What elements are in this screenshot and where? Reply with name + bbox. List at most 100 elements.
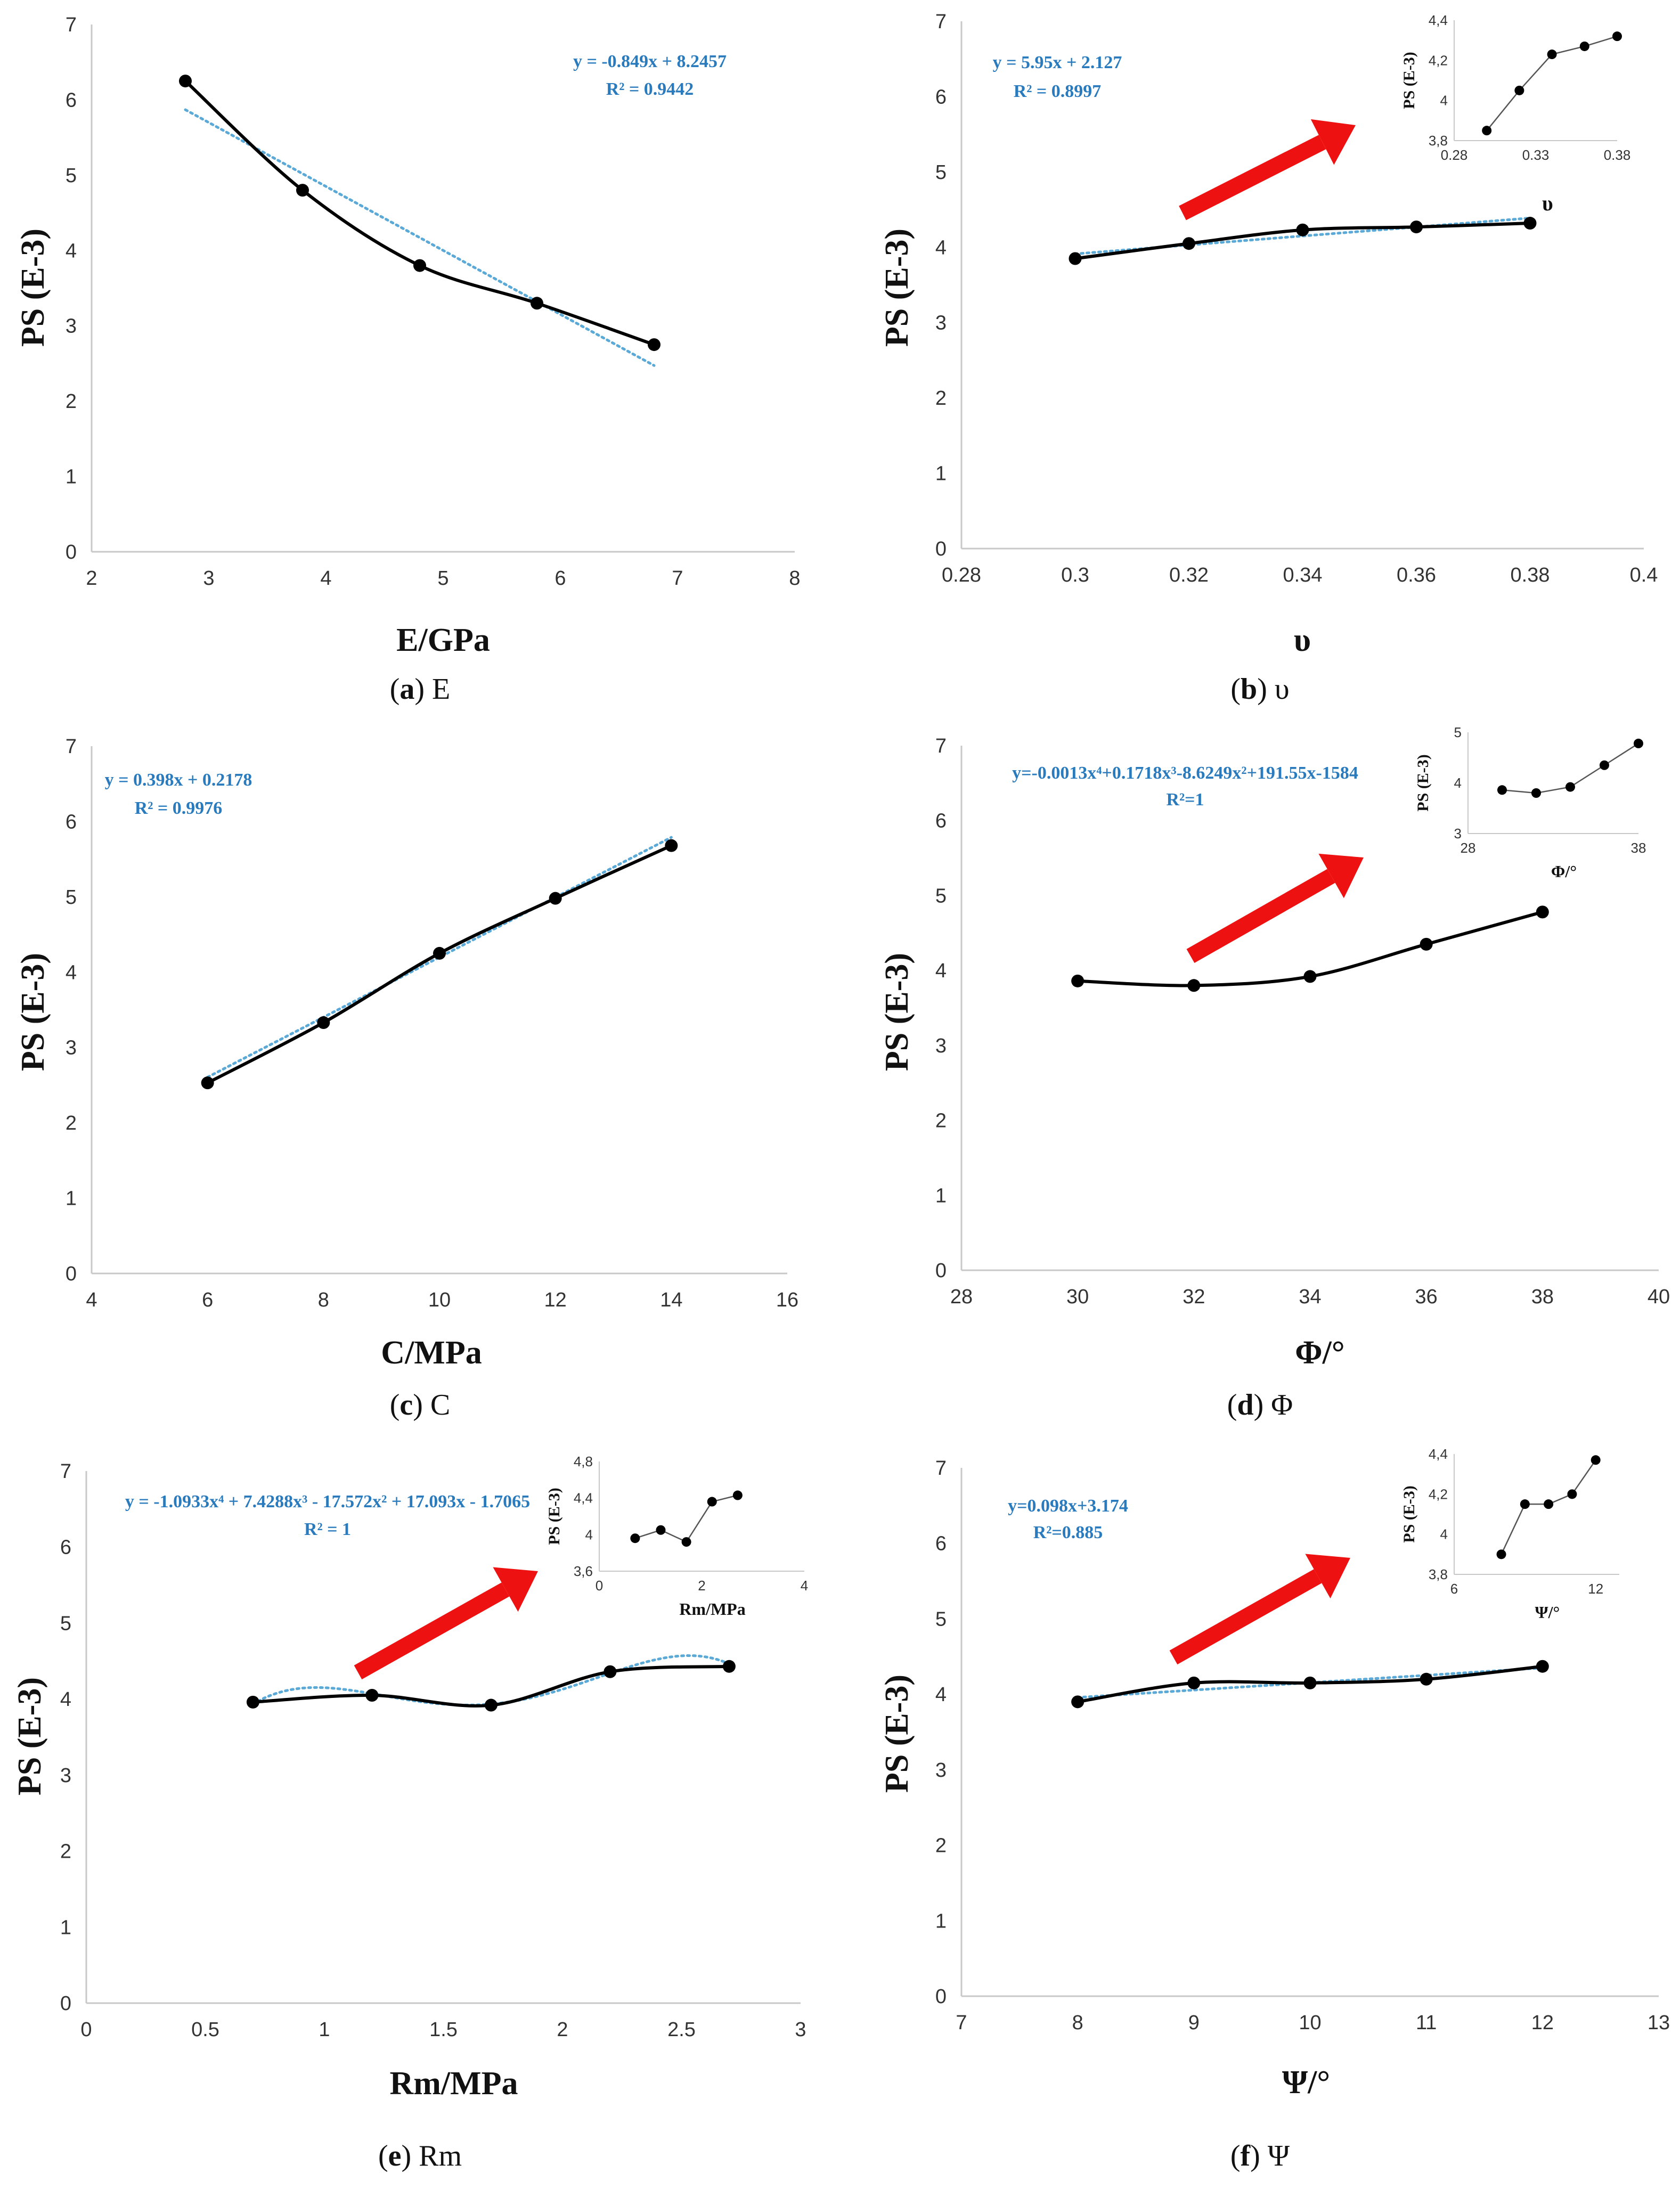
inset-data-point xyxy=(1520,1499,1530,1509)
x-tick-label: 28 xyxy=(950,1286,973,1308)
y-tick-label: 2 xyxy=(935,387,947,410)
data-point xyxy=(1071,974,1084,987)
data-point xyxy=(484,1698,498,1712)
inset-y-axis-title: PS (E-3) xyxy=(1414,754,1432,812)
inset-data-point xyxy=(1612,31,1622,42)
arrow-head xyxy=(1310,119,1356,165)
inset-x-tick-label: 2 xyxy=(698,1578,705,1594)
data-point xyxy=(1523,217,1537,230)
inset-data-point xyxy=(1591,1455,1601,1465)
inset-data-point xyxy=(1544,1499,1554,1509)
y-tick-label: 6 xyxy=(935,810,947,832)
y-tick-label: 0 xyxy=(935,538,947,560)
y-tick-label: 0 xyxy=(66,1263,77,1285)
x-axis-title: υ xyxy=(1294,622,1311,658)
x-tick-label: 0.4 xyxy=(1630,564,1658,586)
caption-symbol: Ψ xyxy=(1267,2139,1290,2172)
y-tick-label: 1 xyxy=(66,466,77,488)
arrow-head xyxy=(1305,1554,1350,1599)
caption-symbol: υ xyxy=(1274,673,1290,706)
y-tick-label: 2 xyxy=(935,1110,947,1132)
y-axis-title: PS (E-3) xyxy=(15,228,51,347)
panel-caption-d: (d) Φ xyxy=(1227,1388,1293,1422)
data-point xyxy=(722,1660,736,1673)
trend-equation: y = -1.0933x⁴ + 7.4288x³ - 17.572x² + 17… xyxy=(125,1492,530,1512)
inset-y-tick-label: 4 xyxy=(1440,93,1448,109)
y-tick-label: 4 xyxy=(66,240,77,262)
x-tick-label: 12 xyxy=(544,1289,567,1311)
y-tick-label: 7 xyxy=(66,736,77,758)
x-tick-label: 9 xyxy=(1188,2012,1200,2034)
inset-data-point xyxy=(1567,1489,1577,1499)
inset-y-tick-label: 4,2 xyxy=(1429,52,1448,68)
data-point xyxy=(1296,223,1309,236)
y-tick-label: 3 xyxy=(60,1765,71,1787)
y-tick-label: 3 xyxy=(66,315,77,338)
y-tick-label: 4 xyxy=(935,1684,947,1706)
data-point xyxy=(433,946,446,960)
trend-r-squared: R² = 0.8997 xyxy=(1014,81,1102,101)
y-tick-label: 6 xyxy=(60,1537,71,1559)
inset-chart: 3,8 4 4,2 4,4 6 12 PS (E-3) Ψ/° xyxy=(1400,1446,1619,1622)
y-tick-label: 2 xyxy=(935,1835,947,1857)
trend-equation: y = 5.95x + 2.127 xyxy=(993,53,1122,72)
caption-symbol: Rm xyxy=(419,2139,462,2172)
data-point xyxy=(1303,970,1317,983)
data-point xyxy=(1536,1660,1549,1673)
x-tick-label: 5 xyxy=(437,567,448,590)
x-tick-label: 4 xyxy=(320,567,331,590)
inset-x-axis-title: Φ/° xyxy=(1551,862,1577,881)
x-tick-label: 0.34 xyxy=(1283,564,1323,586)
data-point xyxy=(1536,905,1549,919)
x-tick-label: 14 xyxy=(660,1289,682,1311)
y-tick-label: 7 xyxy=(935,1457,947,1480)
data-point xyxy=(1187,979,1201,992)
data-point xyxy=(1187,1676,1201,1689)
y-tick-label: 4 xyxy=(66,961,77,984)
inset-y-tick-label: 4 xyxy=(1454,775,1462,791)
data-point xyxy=(317,1016,330,1030)
chart-panel-b: 0 1 2 3 4 5 6 7 0.28 0.3 0.32 0.34 0.36 0.38 0.4 PS (E-… xyxy=(879,11,1658,658)
x-tick-label: 0.3 xyxy=(1061,564,1089,586)
x-tick-label: 2 xyxy=(86,567,97,590)
x-tick-label: 3 xyxy=(795,2019,806,2041)
inset-data-point xyxy=(1600,760,1609,770)
caption-letter: b xyxy=(1241,673,1258,706)
inset-chart: 3,6 4 4,4 4,8 0 2 4 PS (E-3) Rm/MPa xyxy=(545,1453,808,1619)
y-tick-label: 0 xyxy=(935,1260,947,1282)
inset-data-point xyxy=(1482,126,1492,136)
caption-letter: a xyxy=(399,673,415,706)
x-tick-label: 10 xyxy=(1299,2012,1321,2034)
inset-x-axis-title: Ψ/° xyxy=(1535,1603,1560,1622)
inset-data-point xyxy=(732,1490,743,1500)
data-point xyxy=(365,1689,379,1702)
arrow-shaft xyxy=(354,1582,510,1680)
inset-data-point xyxy=(1547,50,1557,60)
trendline xyxy=(1076,1667,1544,1699)
y-axis-title: PS (E-3) xyxy=(879,953,915,1071)
inset-y-tick-label: 3 xyxy=(1454,826,1462,842)
inset-y-tick-label: 4,4 xyxy=(574,1490,593,1506)
y-tick-label: 5 xyxy=(60,1612,71,1635)
inset-y-tick-label: 4 xyxy=(1440,1526,1448,1542)
y-tick-label: 3 xyxy=(935,1035,947,1057)
data-point xyxy=(648,338,660,352)
y-tick-label: 4 xyxy=(60,1688,71,1711)
x-tick-label: 2.5 xyxy=(667,2019,696,2041)
chart-panel-a: 0 1 2 3 4 5 6 7 2 3 4 5 6 7 8 PS (E-3) E/GPa y = -0.849x … xyxy=(15,14,800,658)
panel-caption-f: (f) Ψ xyxy=(1230,2139,1290,2172)
x-axis-title: Rm/MPa xyxy=(389,2065,518,2102)
inset-x-tick-label: 12 xyxy=(1588,1581,1603,1597)
inset-y-tick-label: 3,8 xyxy=(1429,133,1448,149)
inset-y-tick-label: 4,4 xyxy=(1429,12,1448,28)
trend-equation: y=-0.0013x⁴+0.1718x³-8.6249x²+191.55x-15… xyxy=(1012,763,1358,783)
caption-letter: f xyxy=(1240,2139,1251,2172)
caption-letter: d xyxy=(1237,1388,1254,1422)
inset-data-point xyxy=(1497,785,1507,795)
data-point xyxy=(1410,220,1423,234)
data-point xyxy=(549,892,562,905)
x-tick-label: 1 xyxy=(319,2019,330,2041)
data-point xyxy=(1303,1676,1317,1689)
inset-y-tick-label: 4,8 xyxy=(574,1453,593,1469)
x-tick-label: 38 xyxy=(1531,1286,1554,1308)
